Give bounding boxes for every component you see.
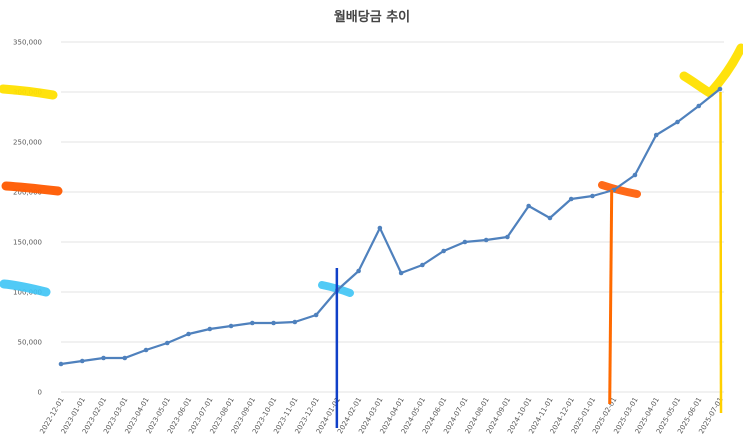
data-point xyxy=(441,248,446,254)
data-point xyxy=(632,172,638,178)
data-point xyxy=(292,319,298,325)
data-point xyxy=(696,103,702,109)
y-tick-label: 150,000 xyxy=(13,239,42,247)
data-point xyxy=(207,326,213,332)
data-point xyxy=(462,239,468,245)
highlight-2025-07 xyxy=(679,43,743,98)
series-line xyxy=(60,88,721,366)
data-point xyxy=(568,196,574,202)
y-tick-label: 350,000 xyxy=(13,39,42,47)
y-tick-label: 0 xyxy=(38,389,42,397)
annotations-under xyxy=(0,43,743,297)
data-point xyxy=(526,203,531,209)
y-tick-label: 250,000 xyxy=(13,139,42,147)
data-point xyxy=(143,347,149,353)
data-point xyxy=(398,270,404,276)
data-point xyxy=(164,340,170,346)
data-point xyxy=(675,119,680,125)
data-point xyxy=(377,225,383,231)
highlight-100000 xyxy=(0,279,51,297)
data-point xyxy=(122,355,128,361)
data-point xyxy=(228,323,234,329)
data-point xyxy=(590,193,595,199)
data-point xyxy=(505,234,510,240)
x-axis: 2022-12-012023-01-012023-02-012023-03-01… xyxy=(38,396,724,435)
data-point xyxy=(313,312,319,318)
highlight-2025-02 xyxy=(598,181,641,198)
series xyxy=(58,86,723,367)
data-point xyxy=(186,331,191,337)
y-tick-label: 50,000 xyxy=(18,339,43,347)
data-point xyxy=(653,132,659,138)
grid xyxy=(61,41,724,393)
data-point xyxy=(547,215,553,221)
data-point xyxy=(79,358,85,364)
data-point xyxy=(356,268,361,274)
data-point xyxy=(250,320,255,326)
data-point xyxy=(271,320,276,326)
chart-title: 월배당금 추이 xyxy=(334,9,410,25)
data-point xyxy=(483,237,489,243)
data-point xyxy=(101,355,106,361)
vertical-line-2025-07 xyxy=(719,91,723,414)
data-point xyxy=(717,86,723,92)
annotations-over xyxy=(335,91,723,428)
vertical-line-2025-02 xyxy=(608,189,614,405)
highlight-300000 xyxy=(0,84,58,100)
data-point xyxy=(58,361,64,367)
highlight-200000 xyxy=(1,181,63,196)
y-tick-label: 100,000 xyxy=(13,289,42,297)
data-point xyxy=(420,262,425,268)
y-tick-label: 200,000 xyxy=(13,189,42,197)
